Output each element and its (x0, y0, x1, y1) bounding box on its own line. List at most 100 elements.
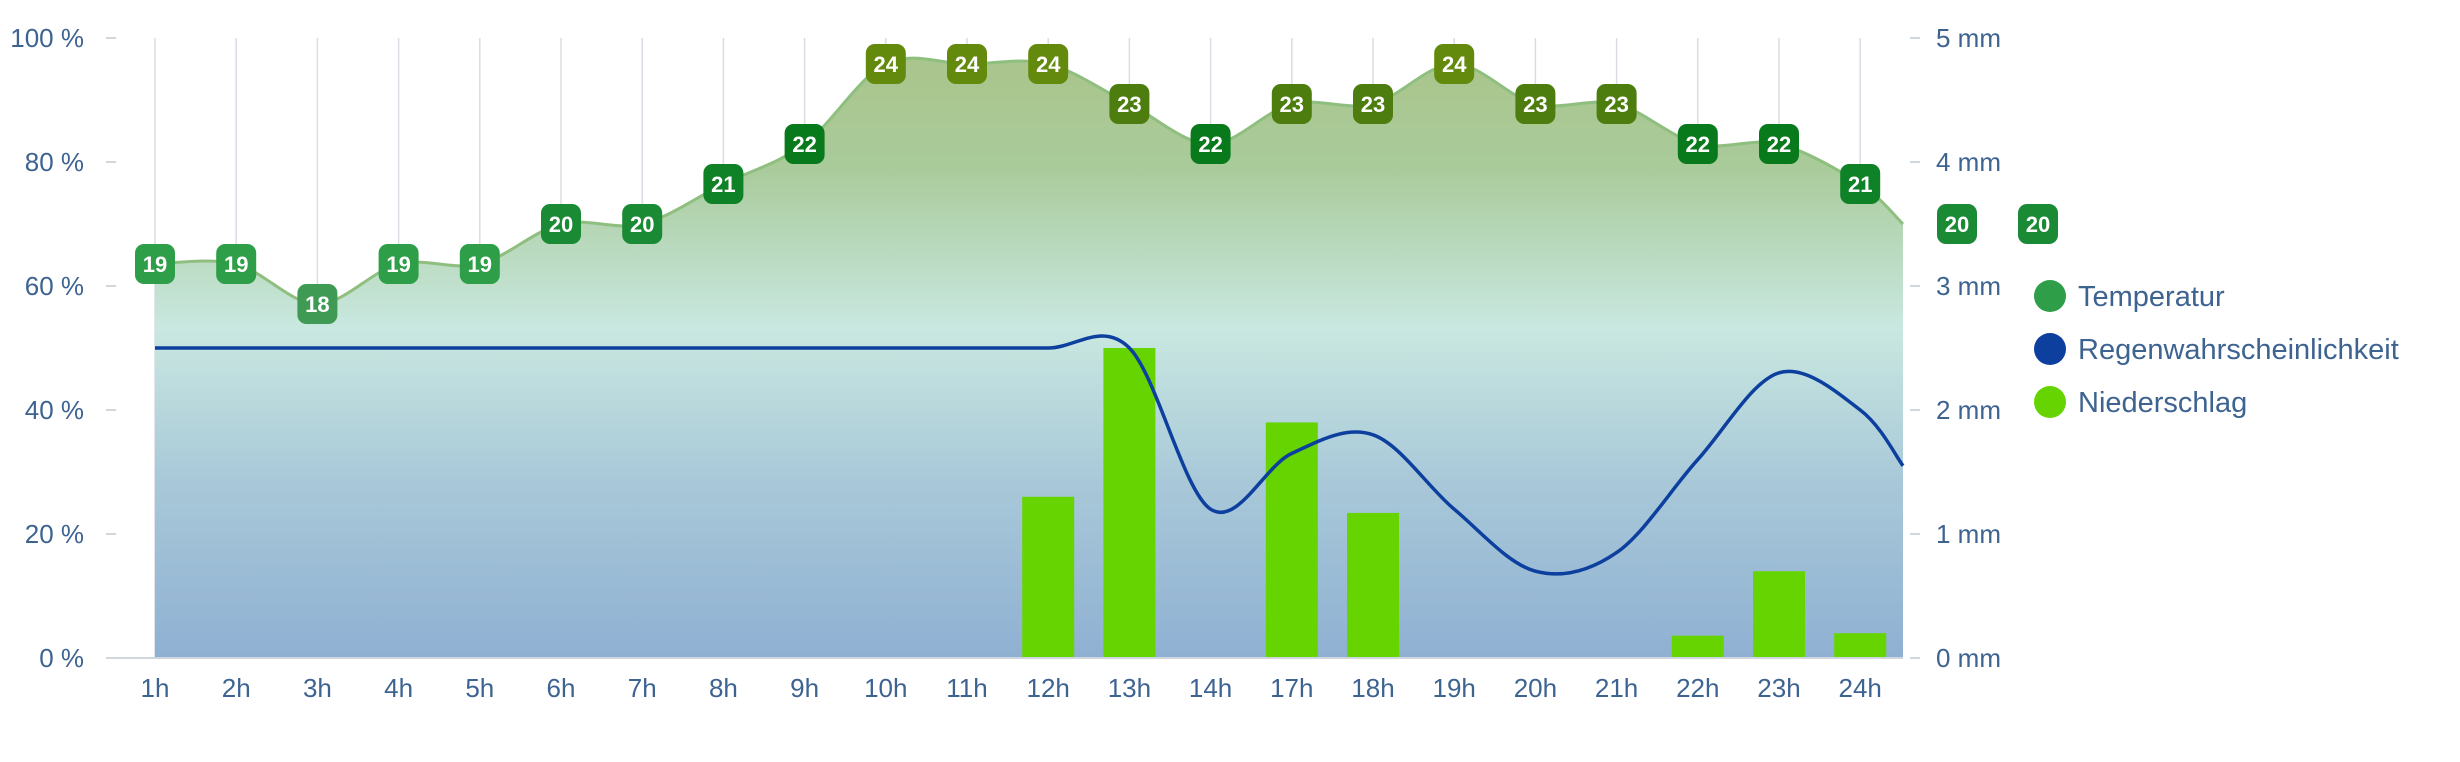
right-axis-tick-label: 4 mm (1936, 147, 2001, 177)
x-axis-tick-label: 4h (384, 673, 413, 703)
temperature-label-6: 20 (622, 204, 663, 244)
temperature-label-15: 23 (1353, 84, 1393, 124)
temperature-label-5: 20 (541, 204, 581, 244)
precipitation-bar-17h (1265, 422, 1318, 658)
temperature-label-4: 19 (459, 244, 500, 284)
precipitation-bar-13h (1103, 348, 1156, 658)
x-axis-tick-label: 14h (1189, 673, 1232, 703)
temperature-badge (297, 284, 338, 324)
temperature-label-21: 21 (1840, 164, 1881, 204)
temperature-badge (378, 244, 419, 284)
temperature-badge (135, 244, 175, 284)
x-axis-tick-label: 9h (790, 673, 819, 703)
x-axis-tick-label: 17h (1270, 673, 1313, 703)
x-axis-tick-label: 8h (709, 673, 738, 703)
x-axis-tick-label: 21h (1595, 673, 1638, 703)
temperature-label-16: 24 (1434, 44, 1475, 84)
x-axis-tick-label: 10h (864, 673, 907, 703)
temperature-value: 24 (955, 52, 980, 77)
x-axis-tick-label: 20h (1514, 673, 1557, 703)
temperature-value: 22 (792, 132, 816, 157)
temperature-label-8: 22 (784, 124, 825, 164)
temperature-value: 23 (1523, 92, 1547, 117)
temperature-badge (1271, 84, 1312, 124)
legend-marker (2034, 333, 2066, 365)
temperature-value: 24 (874, 52, 899, 77)
rain-probability-line-layer (155, 334, 1905, 576)
temperature-label-9: 24 (865, 44, 906, 84)
temperature-label-0: 19 (135, 244, 175, 284)
left-axis-tick-label: 0 % (39, 643, 84, 673)
temperature-badge (622, 204, 663, 244)
temperature-label-extra-1: 20 (1937, 204, 1977, 244)
legend-label: Regenwahrscheinlichkeit (2078, 334, 2399, 366)
temperature-value: 21 (1848, 172, 1872, 197)
temperature-badge (1759, 124, 1799, 164)
temperature-value: 20 (630, 212, 654, 237)
legend-label: Niederschlag (2078, 387, 2247, 419)
temperature-value: 23 (1604, 92, 1628, 117)
temperature-label-14: 23 (1271, 84, 1312, 124)
temperature-label-19: 22 (1677, 124, 1718, 164)
temperature-badge (541, 204, 581, 244)
temperature-badge (1596, 84, 1637, 124)
temperature-value: 23 (1280, 92, 1304, 117)
x-axis-tick-label: 6h (547, 673, 576, 703)
temperature-labels-layer: 19 19 18 19 19 20 20 21 22 24 24 24 23 22 23 23 24 23 23 22… (135, 44, 2058, 324)
x-axis-tick-label: 22h (1676, 673, 1719, 703)
temperature-value: 23 (1361, 92, 1385, 117)
temperature-badge (947, 44, 987, 84)
temperature-label-11: 24 (1028, 44, 1069, 84)
temperature-value: 24 (1036, 52, 1061, 77)
temperature-label-13: 22 (1190, 124, 1231, 164)
x-axis-tick-label: 23h (1757, 673, 1800, 703)
legend-item-1: Regenwahrscheinlichkeit (2034, 333, 2399, 366)
temperature-value: 18 (305, 292, 329, 317)
x-axis-tick-label: 11h (946, 673, 987, 703)
temperature-badge (1840, 164, 1881, 204)
temperature-value: 20 (1945, 212, 1969, 237)
x-axis-tick-label: 13h (1108, 673, 1151, 703)
left-axis-tick-label: 40 % (25, 395, 84, 425)
temperature-value: 19 (386, 252, 410, 277)
temperature-label-2: 18 (297, 284, 338, 324)
temperature-badge (1937, 204, 1977, 244)
temperature-label-10: 24 (947, 44, 987, 84)
right-axis-tick-label: 2 mm (1936, 395, 2001, 425)
x-axis-tick-label: 18h (1351, 673, 1394, 703)
temperature-label-17: 23 (1515, 84, 1556, 124)
temperature-value: 19 (468, 252, 492, 277)
temperature-badge (1109, 84, 1150, 124)
temperature-badge (216, 244, 257, 284)
temperature-badge (1434, 44, 1475, 84)
temperature-badge (459, 244, 500, 284)
precipitation-bar-18h (1347, 512, 1399, 658)
x-axis-tick-label: 7h (628, 673, 657, 703)
temperature-value: 23 (1117, 92, 1141, 117)
temperature-label-7: 21 (703, 164, 744, 204)
x-axis-tick-label: 2h (222, 673, 251, 703)
x-axis-tick-label: 12h (1027, 673, 1070, 703)
temperature-badge (1028, 44, 1069, 84)
x-axis-tick-label: 3h (303, 673, 332, 703)
right-axis-tick-label: 3 mm (1936, 271, 2001, 301)
temperature-badge (703, 164, 744, 204)
x-axis-tick-label: 19h (1433, 673, 1476, 703)
axes-layer: 0 % 20 % 40 % 60 % 80 % 100 % 0 mm 1 mm 2 mm 3 mm… (10, 23, 2001, 703)
temperature-value: 22 (1686, 132, 1710, 157)
temperature-badge (2018, 204, 2058, 244)
temperature-value: 22 (1198, 132, 1222, 157)
temperature-label-18: 23 (1596, 84, 1637, 124)
temperature-badge (1677, 124, 1718, 164)
legend: Temperatur Regenwahrscheinlichkeit Nieders… (2034, 280, 2399, 419)
temperature-label-extra-2: 20 (2018, 204, 2058, 244)
precipitation-bar-23h (1753, 571, 1805, 658)
temperature-value: 24 (1442, 52, 1467, 77)
right-axis-tick-label: 1 mm (1936, 519, 2001, 549)
precipitation-bar-22h (1671, 635, 1724, 658)
legend-marker (2034, 280, 2066, 312)
legend-item-0: Temperatur (2034, 280, 2225, 313)
temperature-label-12: 23 (1109, 84, 1150, 124)
